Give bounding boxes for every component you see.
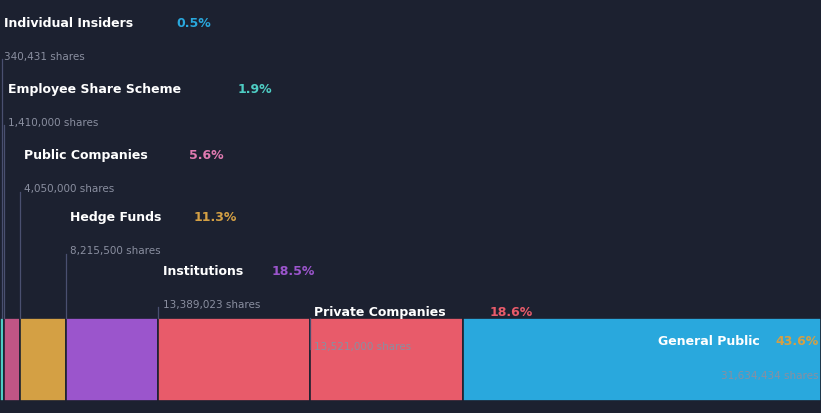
Text: 0.5%: 0.5% [177, 17, 211, 29]
Bar [463, 318, 821, 401]
Text: General Public: General Public [658, 335, 759, 347]
Bar [158, 318, 310, 401]
Text: 43.6%: 43.6% [775, 335, 819, 347]
Text: 18.5%: 18.5% [272, 264, 315, 277]
Text: 31,634,434 shares: 31,634,434 shares [721, 370, 819, 380]
Bar [4, 318, 20, 401]
Text: Institutions: Institutions [163, 264, 247, 277]
Bar [310, 318, 463, 401]
Text: 1.9%: 1.9% [237, 83, 272, 95]
Bar [66, 318, 158, 401]
Text: 11.3%: 11.3% [193, 211, 236, 223]
Text: Private Companies: Private Companies [314, 306, 451, 318]
Text: 4,050,000 shares: 4,050,000 shares [24, 184, 114, 194]
Text: 8,215,500 shares: 8,215,500 shares [70, 246, 160, 256]
Text: Hedge Funds: Hedge Funds [70, 211, 166, 223]
Text: 18.6%: 18.6% [490, 306, 533, 318]
Text: 13,521,000 shares: 13,521,000 shares [314, 341, 411, 351]
Text: Employee Share Scheme: Employee Share Scheme [8, 83, 186, 95]
Text: 13,389,023 shares: 13,389,023 shares [163, 299, 260, 309]
Text: Public Companies: Public Companies [24, 149, 152, 161]
Text: 340,431 shares: 340,431 shares [4, 52, 85, 62]
Bar [20, 318, 66, 401]
Text: Individual Insiders: Individual Insiders [4, 17, 138, 29]
Text: 1,410,000 shares: 1,410,000 shares [8, 118, 99, 128]
Text: 5.6%: 5.6% [189, 149, 224, 161]
Bar [0, 318, 4, 401]
